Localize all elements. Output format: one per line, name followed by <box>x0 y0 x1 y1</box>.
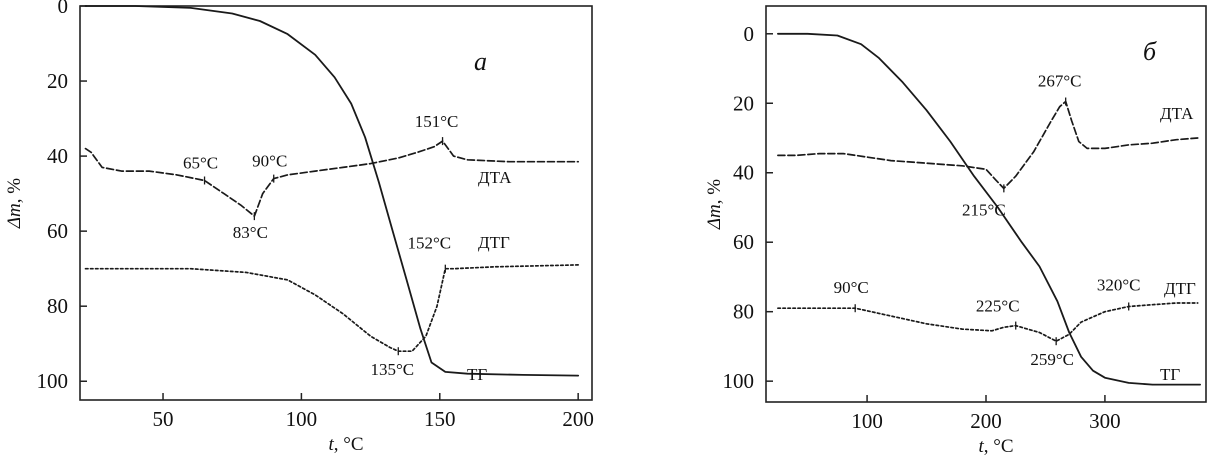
x-tick-label: 150 <box>424 407 456 431</box>
y-tick-label: 80 <box>47 294 68 318</box>
series-label: ДТГ <box>478 233 510 252</box>
annotation-label: 225°C <box>976 297 1020 316</box>
chart-panel-a: 50 100 150 200 0 20 40 60 80 100 t, °C Δm, % а ТГ ДТА Д… <box>4 0 594 455</box>
y-axis-label: Δm, % <box>704 179 725 230</box>
series-label: ДТА <box>478 168 512 187</box>
annotation-label: 83°C <box>233 223 268 242</box>
panel-label: б <box>1143 37 1157 66</box>
y-tick-label: 20 <box>47 69 68 93</box>
y-tick-label: 100 <box>37 369 69 393</box>
y-tick-label: 60 <box>733 230 754 254</box>
chart-panel-b: 100 200 300 0 20 40 60 80 100 t, °C Δm, % б ТГ ДТА ДТГ… <box>704 5 1207 457</box>
y-axis-label: Δm, % <box>4 178 25 229</box>
series-label: ТГ <box>1160 365 1180 384</box>
series-line-tg <box>777 32 1201 386</box>
x-tick-label: 100 <box>286 407 318 431</box>
x-tick-label: 200 <box>562 407 594 431</box>
plot-frame <box>79 5 593 401</box>
x-axis-label: t, °C <box>328 434 363 455</box>
annotation-label: 259°C <box>1030 350 1074 369</box>
panel-label: а <box>474 47 487 76</box>
series-label: ТГ <box>467 365 487 384</box>
series-line-dta <box>777 100 1199 190</box>
annotation-label: 320°C <box>1097 275 1141 294</box>
series-line-tg <box>84 5 580 377</box>
y-tick-label: 100 <box>723 369 755 393</box>
y-tick-label: 40 <box>47 144 68 168</box>
series-label: ДТГ <box>1164 279 1196 298</box>
y-tick-label: 80 <box>733 300 754 324</box>
x-axis-label: t, °C <box>978 436 1013 457</box>
annotation-label: 65°C <box>183 153 218 172</box>
annotation-label: 267°C <box>1038 72 1082 91</box>
annotation-label: 215°C <box>962 200 1006 219</box>
y-tick-label: 40 <box>733 161 754 185</box>
x-tick-label: 50 <box>153 407 174 431</box>
series-label: ДТА <box>1160 104 1194 123</box>
y-tick-label: 60 <box>47 219 68 243</box>
y-tick-label: 20 <box>733 91 754 115</box>
x-tick-label: 300 <box>1089 409 1121 433</box>
x-tick-label: 100 <box>851 409 883 433</box>
annotation-label: 90°C <box>834 278 869 297</box>
annotation-label: 152°C <box>407 234 451 253</box>
annotation-label: 135°C <box>370 360 414 379</box>
y-tick-label: 0 <box>58 0 69 18</box>
x-tick-label: 200 <box>970 409 1002 433</box>
annotation-label: 90°C <box>252 152 287 171</box>
y-tick-label: 0 <box>744 22 755 46</box>
series-line-dtg <box>84 264 580 353</box>
series-line-dta <box>84 140 580 217</box>
annotation-label: 151°C <box>415 112 459 131</box>
